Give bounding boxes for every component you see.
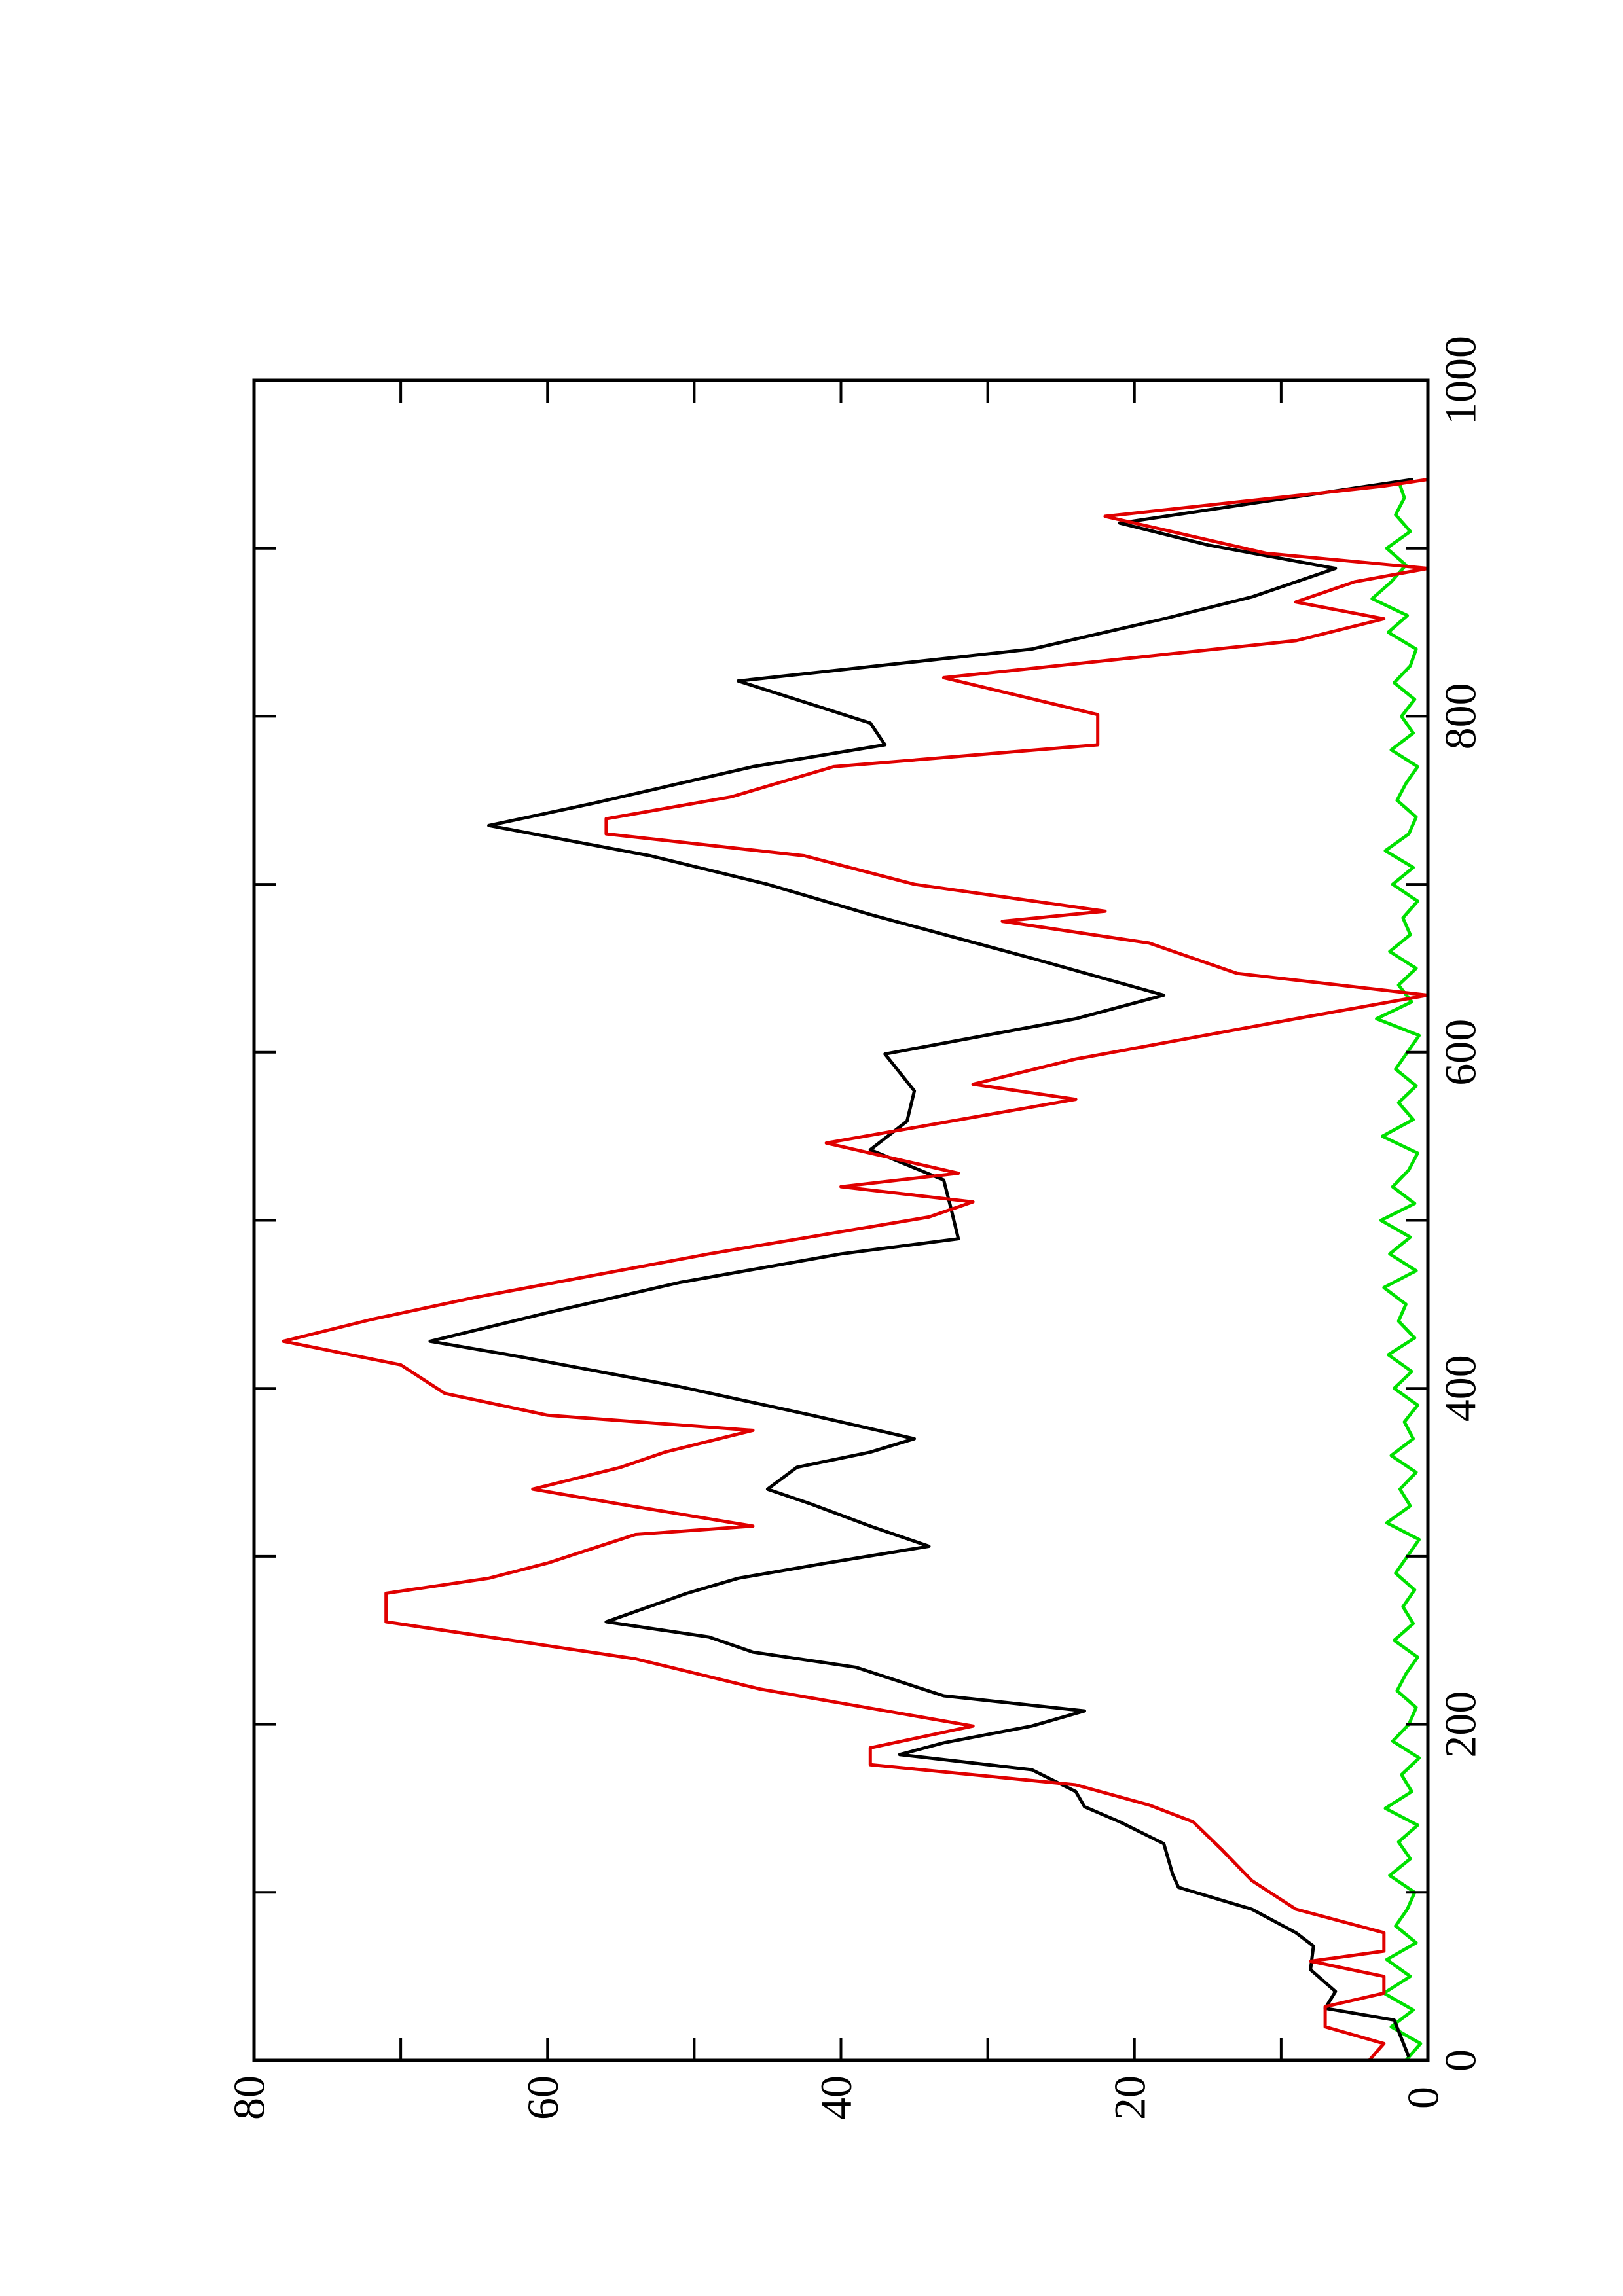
y-tick-label: 60 xyxy=(518,2075,568,2120)
plot-frame xyxy=(252,378,1430,2062)
series-line xyxy=(428,478,1413,2058)
series-line xyxy=(1370,480,1423,2062)
x-tick-label: 1000 xyxy=(1436,336,1486,425)
x-tick-label: 200 xyxy=(1436,1691,1486,1758)
x-tick-label: 800 xyxy=(1436,683,1486,749)
x-tick-label: 600 xyxy=(1436,1019,1486,1086)
series-line xyxy=(282,478,1430,2062)
x-tick-label: 0 xyxy=(1436,2049,1486,2072)
y-tick-label: 20 xyxy=(1104,2075,1154,2120)
y-tick-label: 0 xyxy=(1398,2087,1448,2109)
x-tick-label: 400 xyxy=(1436,1355,1486,1422)
y-tick-label: 40 xyxy=(811,2075,861,2120)
y-tick-label: 80 xyxy=(225,2075,274,2120)
